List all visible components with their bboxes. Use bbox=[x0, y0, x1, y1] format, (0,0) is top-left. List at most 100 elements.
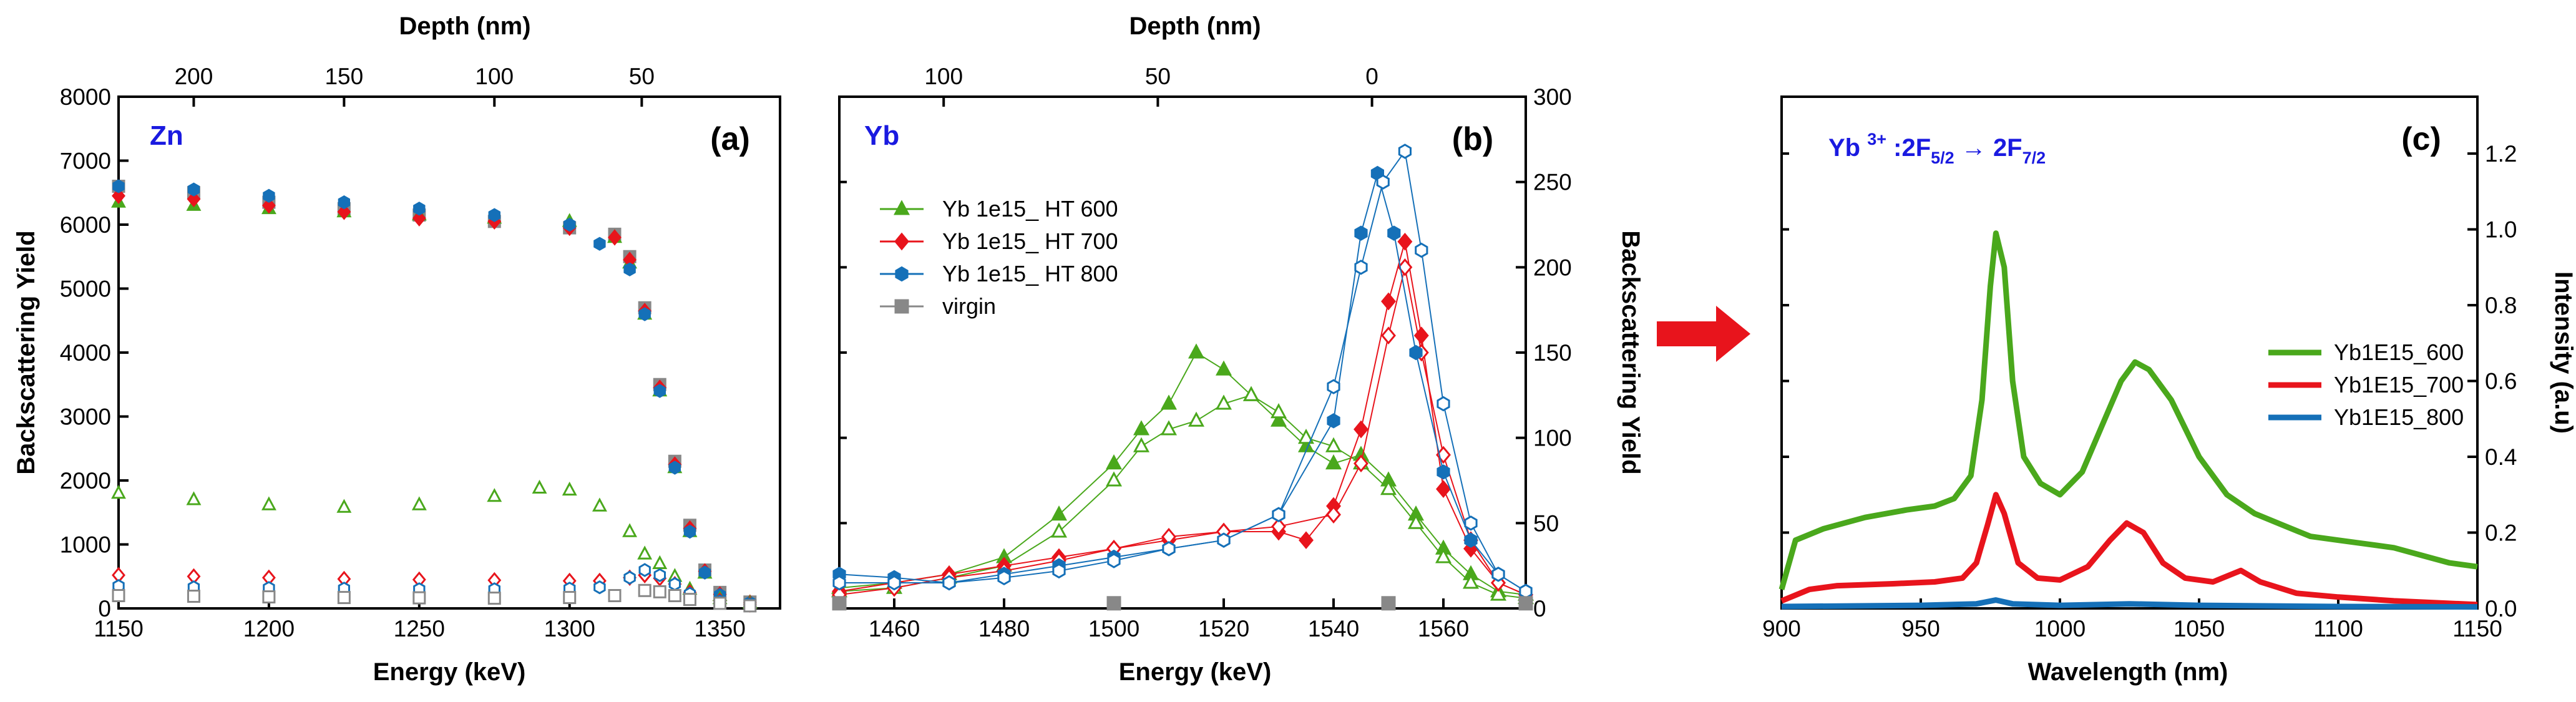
x-tick-label: 1560 bbox=[1418, 616, 1469, 641]
panel-a-element-label: Zn bbox=[150, 120, 183, 151]
data-point bbox=[562, 481, 577, 496]
panel-c-transition-label: Yb 3+ :2F5/2 → 2F7/2 bbox=[1828, 130, 2046, 167]
data-point bbox=[1464, 532, 1478, 548]
data-point bbox=[1050, 505, 1068, 521]
data-point bbox=[1409, 344, 1423, 361]
data-point bbox=[1326, 505, 1341, 524]
x-tick-label: 950 bbox=[1901, 616, 1940, 641]
panel-c-y-axis-title: Intensity (a.u) bbox=[2550, 271, 2576, 434]
x-tick-label: 1300 bbox=[544, 616, 595, 641]
series-line bbox=[839, 394, 1526, 599]
data-point bbox=[668, 577, 681, 592]
panel-a-y-axis-title: Backscattering Yield bbox=[12, 230, 40, 474]
top-tick-label: 50 bbox=[629, 64, 655, 89]
data-point bbox=[1354, 225, 1368, 241]
data-point bbox=[187, 190, 201, 208]
y-tick-label: 6000 bbox=[60, 212, 111, 238]
data-point bbox=[653, 384, 666, 398]
data-point bbox=[1297, 429, 1315, 444]
data-point bbox=[413, 202, 426, 216]
top-tick-label: 100 bbox=[475, 64, 514, 89]
panel-b-x-axis-title: Energy (keV) bbox=[1119, 658, 1272, 686]
top-tick-label: 100 bbox=[924, 64, 963, 89]
data-point bbox=[1491, 567, 1505, 582]
data-point bbox=[263, 188, 275, 203]
data-point bbox=[1215, 360, 1232, 376]
data-point bbox=[623, 262, 636, 276]
data-point bbox=[638, 583, 651, 597]
data-point bbox=[187, 182, 200, 197]
data-point bbox=[111, 484, 126, 499]
panel-b-label: (b) bbox=[1452, 121, 1493, 157]
data-point bbox=[261, 496, 276, 510]
data-point bbox=[1105, 471, 1123, 487]
data-point bbox=[1354, 420, 1368, 439]
legend-label: Yb1E15_800 bbox=[2334, 404, 2464, 430]
series-line bbox=[839, 351, 1526, 596]
data-point bbox=[623, 570, 636, 585]
data-point bbox=[412, 591, 426, 605]
data-point bbox=[743, 599, 757, 613]
data-point bbox=[338, 195, 350, 210]
data-point bbox=[1380, 480, 1397, 495]
data-point bbox=[1387, 225, 1401, 241]
x-tick-label: 1540 bbox=[1308, 616, 1359, 641]
data-point bbox=[638, 307, 651, 321]
x-tick-label: 1050 bbox=[2174, 616, 2225, 641]
x-tick-label: 1000 bbox=[2034, 616, 2086, 641]
legend-label: Yb 1e15_ HT 600 bbox=[942, 196, 1118, 222]
data-point bbox=[1215, 394, 1232, 410]
panel-c-label: (c) bbox=[2401, 121, 2441, 157]
data-point bbox=[1354, 454, 1368, 473]
data-point bbox=[1242, 386, 1260, 401]
y-tick-label: 4000 bbox=[60, 340, 111, 366]
data-point bbox=[187, 590, 200, 603]
data-point bbox=[1299, 531, 1314, 550]
panel-b-legend: Yb 1e15_ HT 600 Yb 1e15_ HT 700 Yb 1e15_ H… bbox=[880, 196, 1118, 319]
data-point bbox=[112, 179, 125, 193]
y-tick-label: 0.8 bbox=[2485, 293, 2517, 318]
data-point bbox=[336, 499, 352, 513]
data-point bbox=[1325, 454, 1342, 470]
y-tick-label: 3000 bbox=[60, 404, 111, 430]
transition-mid2: 2F bbox=[1993, 134, 2022, 162]
data-point bbox=[713, 597, 727, 610]
data-point bbox=[1105, 454, 1123, 470]
panel-a-x-axis-title: Energy (keV) bbox=[373, 658, 526, 686]
data-point bbox=[1107, 553, 1121, 568]
data-point bbox=[653, 585, 666, 598]
series-line-Yb1E15_700 bbox=[1780, 492, 2478, 608]
panel-c-legend: Yb1E15_600 Yb1E15_700 Yb1E15_800 bbox=[2268, 339, 2464, 430]
data-point bbox=[832, 596, 847, 611]
legend-marker bbox=[893, 200, 910, 215]
data-point bbox=[1160, 394, 1178, 410]
panel-c-x-axis-title: Wavelength (nm) bbox=[2028, 658, 2228, 686]
y-tick-label: 250 bbox=[1533, 170, 1572, 195]
data-point bbox=[668, 461, 681, 475]
legend-label: virgin bbox=[942, 293, 996, 319]
data-point bbox=[592, 497, 607, 512]
data-point bbox=[637, 545, 653, 560]
data-point bbox=[1464, 515, 1478, 531]
transition-prefix: Yb bbox=[1828, 134, 1867, 162]
panel-b-plot: 1460 1480 1500 1520 1540 1560 0 50 100 150 200 250 3… bbox=[831, 64, 1572, 641]
data-point bbox=[1188, 411, 1205, 427]
y-tick-label: 150 bbox=[1533, 340, 1572, 366]
x-tick-label: 1460 bbox=[869, 616, 920, 641]
top-tick-label: 50 bbox=[1145, 64, 1171, 89]
x-tick-label: 1200 bbox=[243, 616, 295, 641]
right-arrow-icon bbox=[1657, 306, 1750, 362]
top-tick-label: 150 bbox=[324, 64, 363, 89]
data-point bbox=[1381, 596, 1396, 611]
legend-marker bbox=[895, 266, 909, 282]
y-tick-label: 0.4 bbox=[2485, 444, 2517, 470]
transition-sup: 3+ bbox=[1867, 130, 1886, 149]
data-point bbox=[1437, 396, 1450, 412]
y-tick-label: 0 bbox=[1533, 596, 1546, 622]
data-point bbox=[1050, 522, 1068, 538]
y-tick-label: 0 bbox=[98, 596, 111, 622]
data-point bbox=[1381, 292, 1396, 311]
x-tick-label: 1500 bbox=[1088, 616, 1139, 641]
